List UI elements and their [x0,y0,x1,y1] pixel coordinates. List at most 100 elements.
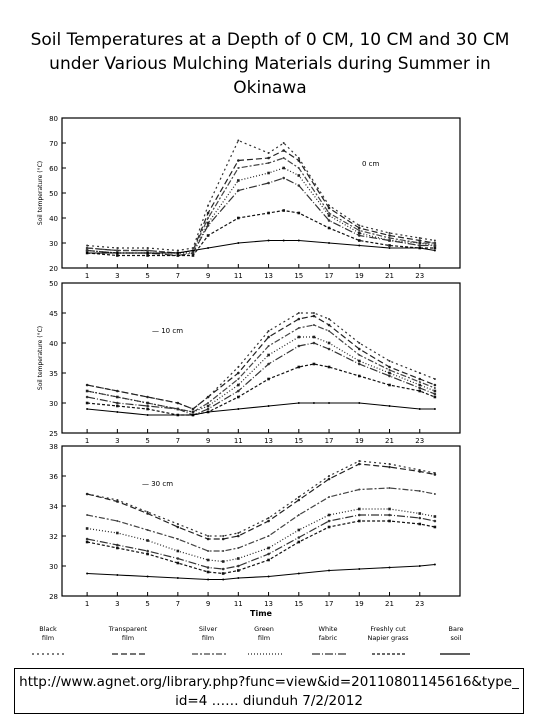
x-tick-label: 11 [234,437,243,445]
data-point [237,371,240,375]
data-point [297,540,301,544]
data-point [388,369,391,371]
data-point [206,234,210,237]
data-point [267,519,270,523]
data-point [357,239,361,242]
data-point [433,519,437,523]
data-point [85,527,89,530]
data-point [176,414,179,416]
series-line-3 [86,487,436,552]
x-tick-label: 15 [294,437,303,445]
data-point [358,342,361,344]
y-tick-label: 30 [49,400,58,408]
data-point [267,546,270,550]
series-line-7 [87,239,435,254]
series-line-4 [87,167,435,254]
y-tick-label: 36 [49,473,58,481]
data-point [222,550,225,552]
data-point [86,514,89,516]
data-point [206,570,210,574]
data-point [433,395,437,399]
x-tick-label: 15 [294,272,303,280]
data-point [222,578,225,581]
data-point [282,166,285,170]
data-point [146,404,149,408]
series-line-2 [86,463,436,540]
data-point [237,216,240,220]
data-point [116,500,119,503]
data-point [297,536,301,539]
data-point [358,488,361,491]
data-point [206,211,210,215]
data-point [237,167,240,169]
data-point [222,535,225,537]
data-point [312,312,315,314]
x-tick-label: 23 [415,600,424,608]
x-axis-label: Time [250,609,273,618]
data-point [433,563,436,566]
data-point [388,465,391,469]
data-point [297,402,300,404]
data-point [388,383,391,387]
legend-label-6: Freshly cut [370,625,406,633]
data-point [388,239,391,242]
data-point [433,408,436,410]
y-tick-label: 25 [49,430,58,438]
data-point [267,211,270,215]
series-line-4 [86,336,436,413]
x-tick-label: 13 [264,600,273,608]
data-point [433,473,437,476]
data-point [433,244,437,247]
data-point [327,365,331,369]
data-point [282,239,285,242]
x-tick-label: 21 [385,600,394,608]
data-point [237,395,240,399]
data-point [237,179,240,182]
data-point [146,512,149,515]
panel-frame [61,282,461,434]
data-point [388,507,391,511]
data-point [176,523,179,525]
data-point [388,365,391,369]
data-point [267,171,270,175]
data-point [433,378,436,380]
y-axis-label: Soil temperature (°C) [37,326,44,390]
data-point [237,408,240,410]
data-point [297,327,300,329]
data-point [237,577,240,579]
data-point [116,389,119,393]
data-point [418,516,422,520]
data-point [327,214,331,217]
data-point [237,557,240,560]
y-tick-label: 40 [49,215,58,223]
data-point [237,547,240,549]
data-point [297,496,300,498]
data-point [358,229,361,232]
data-point [267,330,270,332]
y-tick-label: 34 [49,503,58,511]
x-tick-label: 15 [294,600,303,608]
y-tick-label: 38 [49,443,58,451]
data-point [85,395,89,399]
y-tick-label: 50 [49,190,58,198]
x-tick-label: 21 [385,437,394,445]
data-point [327,341,331,345]
data-point [328,475,331,477]
title-line-1: Soil Temperatures at a Depth of 0 CM, 10… [30,30,510,50]
data-point [327,206,331,210]
data-point [388,234,391,237]
x-tick-label: 3 [115,600,119,608]
data-point [207,402,210,404]
legend-label-5: White [319,625,338,633]
data-point [85,401,89,405]
series-line-5 [86,342,436,416]
data-point [237,564,240,568]
data-point [221,567,225,571]
data-point [358,244,361,247]
data-point [297,239,300,242]
data-point [146,539,149,542]
data-point [176,577,179,579]
series-line-3 [86,324,436,413]
data-point [237,189,240,192]
data-point [357,374,361,378]
